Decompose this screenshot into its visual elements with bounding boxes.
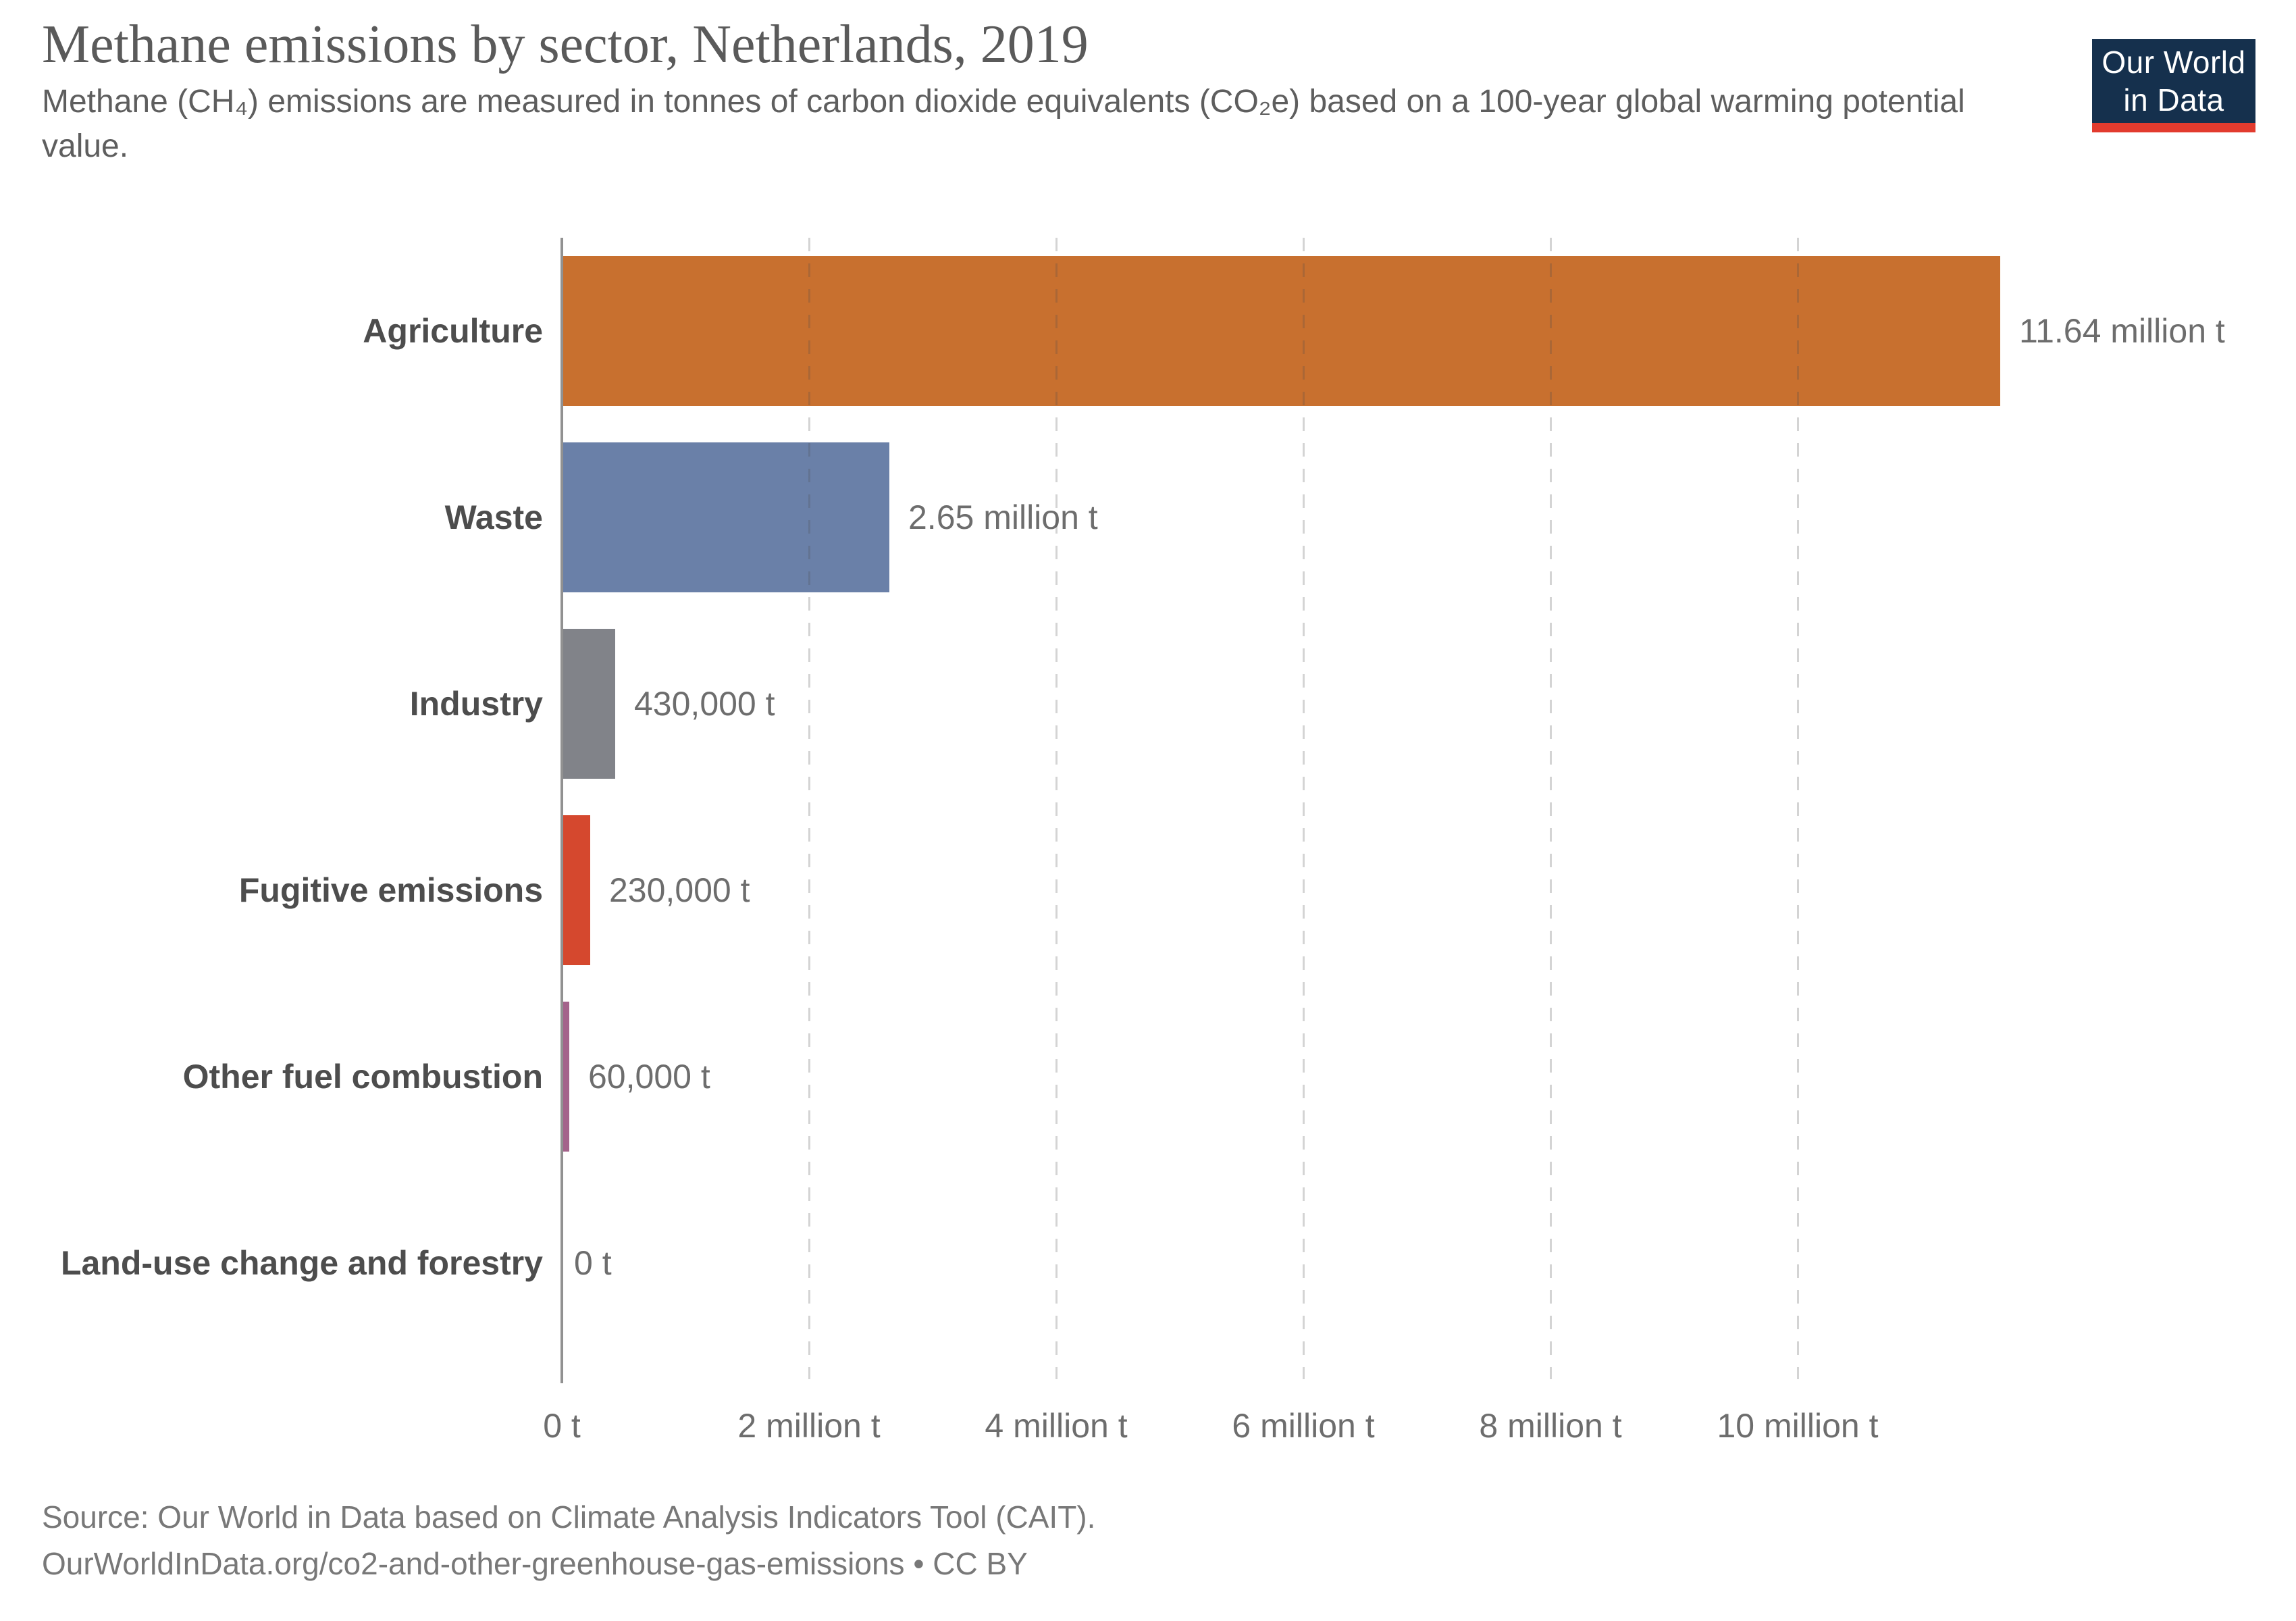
- x-tick-label-4-million-t: 4 million t: [985, 1407, 1128, 1445]
- chart-row-land-use-change-and-forestry: Land-use change and forestry 0 t: [0, 1170, 2296, 1356]
- category-label-other-fuel-combustion: Other fuel combustion: [182, 1058, 543, 1096]
- source-line: Source: Our World in Data based on Clima…: [42, 1499, 1096, 1535]
- y-axis-line: [560, 238, 563, 1383]
- bar-waste[interactable]: [562, 442, 889, 592]
- chart-row-other-fuel-combustion: Other fuel combustion 60,000 t: [0, 983, 2296, 1170]
- chart-row-waste: Waste 2.65 million t: [0, 424, 2296, 611]
- owid-logo-line1: Our World: [2102, 44, 2246, 80]
- chart-row-fugitive-emissions: Fugitive emissions 230,000 t: [0, 797, 2296, 983]
- license-line: OurWorldInData.org/co2-and-other-greenho…: [42, 1546, 1028, 1581]
- value-label-fugitive-emissions: 230,000 t: [609, 871, 750, 909]
- bar-industry[interactable]: [562, 629, 615, 779]
- owid-logo-red-stripe: [2092, 123, 2255, 132]
- x-tick-label-2-million-t: 2 million t: [737, 1407, 881, 1445]
- value-label-other-fuel-combustion: 60,000 t: [588, 1058, 710, 1096]
- category-label-land-use-change-and-forestry: Land-use change and forestry: [60, 1244, 543, 1282]
- value-label-waste: 2.65 million t: [908, 498, 1098, 536]
- value-label-land-use-change-and-forestry: 0 t: [574, 1244, 612, 1282]
- owid-logo-text: Our World in Data: [2092, 39, 2255, 123]
- gridline-8-million-t: [1550, 238, 1552, 1379]
- bar-chart-plot-area: Agriculture 11.64 million t Waste 2.65 mill…: [0, 238, 2296, 1383]
- category-label-fugitive-emissions: Fugitive emissions: [238, 871, 543, 909]
- x-tick-label-6-million-t: 6 million t: [1232, 1407, 1375, 1445]
- gridline-2-million-t: [808, 238, 810, 1379]
- chart-title: Methane emissions by sector, Netherlands…: [42, 15, 1089, 74]
- chart-row-industry: Industry 430,000 t: [0, 611, 2296, 797]
- chart-row-agriculture: Agriculture 11.64 million t: [0, 238, 2296, 424]
- category-label-waste: Waste: [444, 498, 543, 536]
- chart-subtitle: Methane (CH₄) emissions are measured in …: [42, 84, 1965, 165]
- x-tick-label-8-million-t: 8 million t: [1479, 1407, 1622, 1445]
- bar-other-fuel-combustion[interactable]: [562, 1002, 569, 1152]
- bar-fugitive-emissions[interactable]: [562, 815, 590, 965]
- category-label-industry: Industry: [409, 685, 543, 723]
- chart-footer: Source: Our World in Data based on Clima…: [42, 1494, 1095, 1587]
- x-tick-label-0-t: 0 t: [543, 1407, 581, 1445]
- x-tick-label-10-million-t: 10 million t: [1717, 1407, 1879, 1445]
- owid-logo-line2: in Data: [2123, 82, 2224, 118]
- gridline-6-million-t: [1303, 238, 1305, 1379]
- category-label-agriculture: Agriculture: [363, 312, 543, 350]
- gridline-10-million-t: [1797, 238, 1799, 1379]
- value-label-industry: 430,000 t: [634, 685, 775, 723]
- x-axis-tick-labels: 0 t 2 million t 4 million t 6 million t 8 mi…: [0, 1406, 2296, 1460]
- value-label-agriculture: 11.64 million t: [2019, 312, 2225, 350]
- bar-agriculture[interactable]: [562, 256, 2000, 406]
- gridline-4-million-t: [1055, 238, 1058, 1379]
- owid-logo[interactable]: Our World in Data: [2092, 39, 2255, 132]
